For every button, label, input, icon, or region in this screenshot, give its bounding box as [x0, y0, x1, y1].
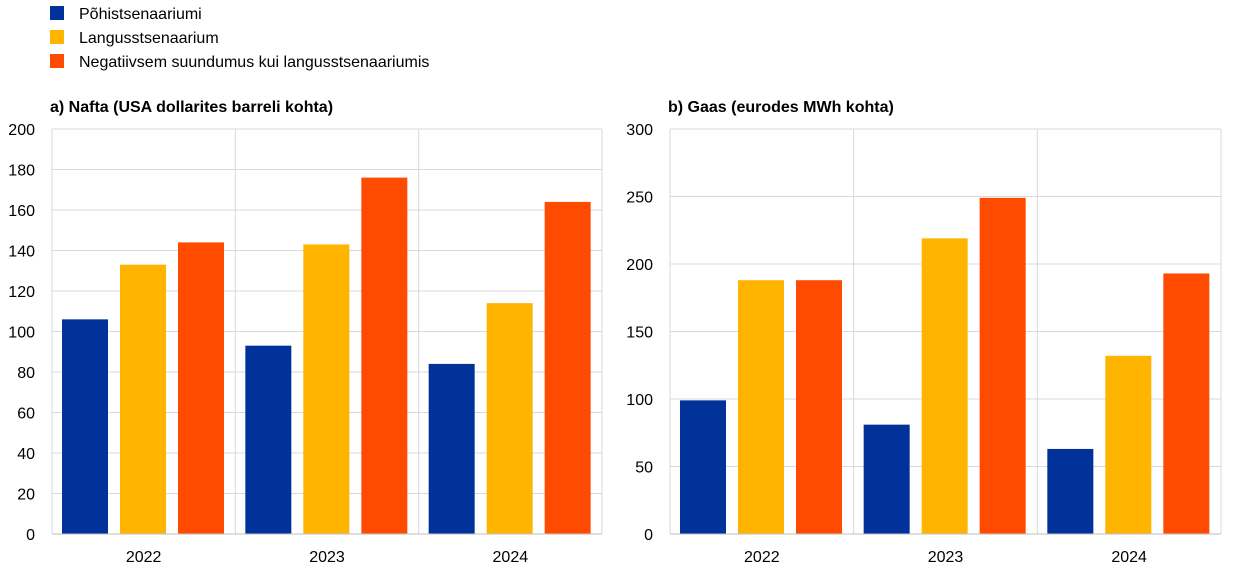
legend-label: Langusstsenaarium: [79, 30, 219, 47]
bar-2022-series-1: [680, 400, 726, 534]
chart-panel-oil: a) Nafta (USA dollarites barreli kohta) 0…: [8, 99, 603, 566]
legend-item: Negatiivsem suundumus kui langusstsenaar…: [50, 54, 429, 71]
legend-label: Põhistsenaariumi: [79, 6, 202, 23]
x-tick-label: 2023: [928, 549, 964, 566]
bar-2024-series-2: [486, 303, 533, 534]
bar-2023-series-3: [979, 197, 1026, 534]
bar-2022-series-3: [796, 280, 842, 534]
bar-2024-series-2: [1105, 355, 1152, 534]
x-tick-label: 2022: [744, 549, 780, 566]
legend-swatch: [50, 54, 64, 68]
legend-swatch: [50, 6, 64, 20]
x-tick-label: 2022: [126, 549, 162, 566]
y-tick-label: 0: [26, 527, 35, 544]
legend-item: Põhistsenaariumi: [50, 6, 202, 23]
x-tick-label: 2024: [1111, 549, 1147, 566]
legend-item: Langusstsenaarium: [50, 30, 219, 47]
bar-2022-series-3: [178, 242, 224, 534]
y-tick-label: 80: [17, 365, 35, 382]
bar-2023-series-1: [863, 424, 910, 534]
y-tick-label: 180: [8, 163, 35, 180]
bar-2022-series-2: [120, 264, 166, 534]
y-tick-label: 60: [17, 406, 35, 423]
chart-title: a) Nafta (USA dollarites barreli kohta): [50, 99, 333, 116]
bar-2022-series-1: [62, 319, 108, 534]
bar-2024-series-3: [1163, 273, 1210, 534]
y-tick-label: 100: [626, 392, 653, 409]
y-tick-label: 20: [17, 487, 35, 504]
bar-2023-series-3: [361, 177, 408, 534]
bar-2024-series-3: [544, 201, 591, 534]
y-tick-label: 200: [626, 257, 653, 274]
x-tick-label: 2023: [309, 549, 345, 566]
y-tick-label: 150: [626, 325, 653, 342]
bar-2024-series-1: [428, 363, 475, 534]
y-tick-label: 40: [17, 446, 35, 463]
bar-2023-series-2: [921, 238, 968, 534]
chart-panel-gas: b) Gaas (eurodes MWh kohta) 0 50 100 150 200 2…: [626, 99, 1222, 566]
bar-2023-series-2: [303, 244, 350, 535]
y-tick-label: 0: [644, 527, 653, 544]
x-tick-label: 2024: [493, 549, 529, 566]
y-tick-label: 300: [626, 122, 653, 139]
y-tick-label: 50: [635, 460, 653, 477]
y-tick-label: 160: [8, 203, 35, 220]
y-tick-label: 250: [626, 190, 653, 207]
chart-title: b) Gaas (eurodes MWh kohta): [668, 99, 894, 116]
bar-2022-series-2: [738, 280, 784, 534]
bar-2023-series-1: [245, 345, 292, 534]
bar-2024-series-1: [1047, 448, 1094, 534]
legend-label: Negatiivsem suundumus kui langusstsenaar…: [79, 54, 429, 71]
y-tick-label: 120: [8, 284, 35, 301]
y-tick-label: 100: [8, 325, 35, 342]
legend-swatch: [50, 30, 64, 44]
y-tick-label: 140: [8, 244, 35, 261]
y-tick-label: 200: [8, 122, 35, 139]
